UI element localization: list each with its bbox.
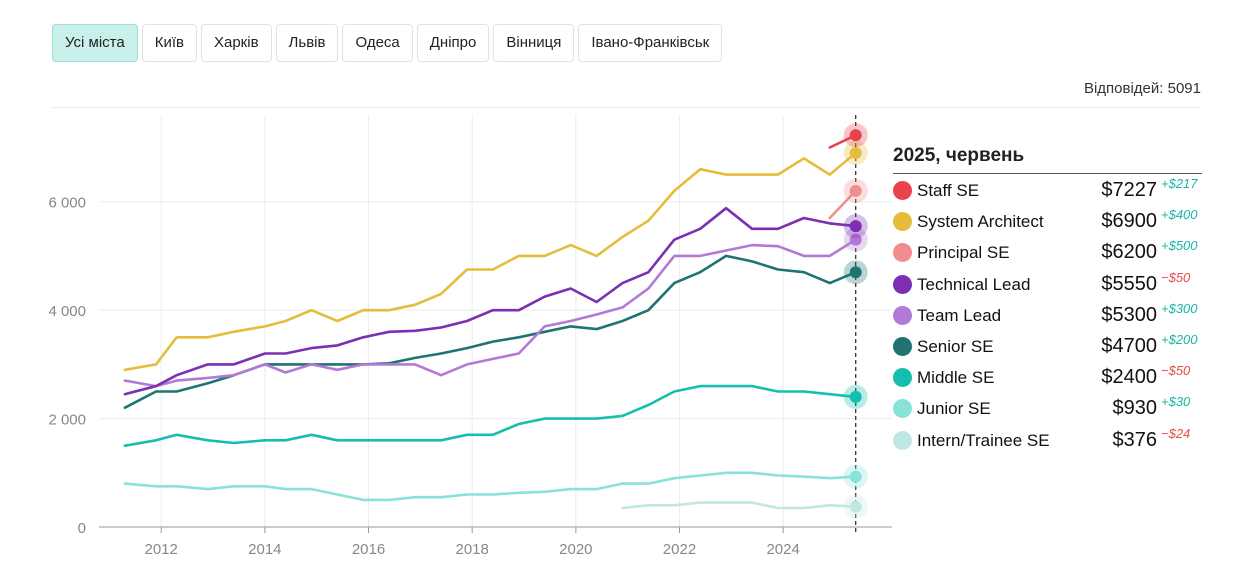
legend-value: $7227 bbox=[1101, 179, 1157, 201]
x-tick-label: 2018 bbox=[455, 541, 488, 558]
legend-name: Principal SE bbox=[917, 243, 1010, 263]
legend-row: Team Lead $5300 +$300 bbox=[893, 299, 1202, 330]
legend-row: Intern/Trainee SE $376 −$24 bbox=[893, 424, 1202, 455]
legend-delta: +$300 bbox=[1161, 300, 1198, 316]
x-tick-label: 2016 bbox=[352, 541, 385, 558]
y-tick-label: 4 000 bbox=[48, 303, 86, 320]
legend-row: Technical Lead $5550 −$50 bbox=[893, 268, 1202, 299]
legend-delta: +$500 bbox=[1161, 238, 1198, 254]
endpoint-dot bbox=[849, 146, 862, 159]
tab-ivano-frankivsk[interactable]: Івано-Франківськ bbox=[578, 24, 723, 62]
legend-color-dot bbox=[893, 399, 912, 419]
x-tick-label: 2020 bbox=[559, 541, 592, 558]
legend-value: $5550 bbox=[1101, 272, 1157, 295]
legend-value: $376 bbox=[1112, 428, 1158, 451]
tab-odesa[interactable]: Одеса bbox=[342, 24, 413, 62]
legend-color-dot bbox=[893, 368, 912, 388]
legend-value: $930 bbox=[1112, 397, 1158, 420]
series-line-junior-se bbox=[123, 471, 858, 502]
legend-color-dot bbox=[893, 336, 912, 356]
legend-color-dot bbox=[893, 243, 912, 263]
series-line-intern-trainee-se bbox=[621, 501, 858, 510]
x-tick-label: 2012 bbox=[145, 541, 178, 558]
legend-name: Intern/Trainee SE bbox=[917, 430, 1050, 450]
tab-dnipro[interactable]: Дніпро bbox=[416, 24, 490, 62]
legend-delta: +$30 bbox=[1161, 394, 1191, 410]
x-tick-label: 2014 bbox=[248, 541, 281, 558]
endpoint-dot bbox=[849, 220, 862, 233]
legend-name: Staff SE bbox=[917, 181, 980, 200]
header-divider bbox=[52, 107, 1201, 108]
legend-name: Middle SE bbox=[917, 368, 995, 388]
legend-row: Staff SE $7227 +$217 bbox=[893, 174, 1202, 205]
legend-color-dot bbox=[893, 305, 912, 325]
legend-list: Staff SE $7227 +$217 System Architect $6900 +… bbox=[893, 174, 1202, 455]
legend-row: Junior SE $930 +$30 bbox=[893, 392, 1202, 423]
endpoint-dot bbox=[849, 233, 862, 246]
legend-name: Senior SE bbox=[917, 336, 994, 356]
legend-value: $5300 bbox=[1101, 303, 1157, 326]
legend-value: $6200 bbox=[1101, 241, 1157, 264]
legend-row: Principal SE $6200 +$500 bbox=[893, 236, 1202, 267]
legend-name: Junior SE bbox=[917, 399, 991, 419]
legend-name: Technical Lead bbox=[917, 274, 1031, 294]
responses-count: Відповідей: 5091 bbox=[1083, 80, 1201, 97]
endpoint-dot bbox=[849, 184, 862, 197]
series-line-team-lead bbox=[123, 238, 858, 388]
value-panel: 2025, червень Staff SE $7227 +$217 System A… bbox=[893, 145, 1202, 455]
y-tick-label: 0 bbox=[78, 520, 86, 537]
endpoint-dot bbox=[849, 266, 862, 279]
tab-vinnytsia[interactable]: Вінниця bbox=[493, 24, 575, 62]
endpoint-dot bbox=[849, 129, 862, 142]
y-tick-label: 2 000 bbox=[48, 412, 86, 429]
legend-name: Team Lead bbox=[917, 305, 1002, 325]
series-line-technical-lead bbox=[123, 206, 858, 396]
city-filter-tabs: Усі міста Київ Харків Львів Одеса Дніпро… bbox=[52, 24, 726, 62]
series-line-principal-se bbox=[828, 189, 858, 220]
endpoint-dot bbox=[849, 470, 862, 483]
panel-title: 2025, червень bbox=[893, 145, 1202, 174]
legend-value: $2400 bbox=[1101, 366, 1157, 389]
legend-name: System Architect bbox=[917, 212, 1044, 232]
legend-delta: +$217 bbox=[1161, 176, 1198, 191]
legend-value: $4700 bbox=[1101, 334, 1157, 357]
legend-delta: −$50 bbox=[1161, 363, 1191, 379]
legend-color-dot bbox=[893, 430, 912, 450]
legend-delta: +$200 bbox=[1161, 331, 1198, 347]
legend-row: Middle SE $2400 −$50 bbox=[893, 361, 1202, 392]
legend-row: Senior SE $4700 +$200 bbox=[893, 330, 1202, 361]
legend-delta: −$24 bbox=[1161, 425, 1191, 441]
tab-kyiv[interactable]: Київ bbox=[141, 24, 197, 62]
legend-color-dot bbox=[893, 274, 912, 294]
x-tick-label: 2022 bbox=[663, 541, 696, 558]
x-tick-label: 2024 bbox=[766, 541, 799, 558]
series-line-system-architect bbox=[123, 151, 858, 372]
legend-row: System Architect $6900 +$400 bbox=[893, 205, 1202, 236]
tab-all-cities[interactable]: Усі міста bbox=[52, 24, 138, 62]
legend-delta: +$400 bbox=[1161, 207, 1198, 223]
endpoint-dot bbox=[849, 390, 862, 403]
legend-delta: −$50 bbox=[1161, 269, 1191, 285]
legend-color-dot bbox=[893, 212, 912, 232]
y-tick-label: 6 000 bbox=[48, 195, 86, 212]
series-line-middle-se bbox=[123, 384, 858, 448]
endpoint-dot bbox=[849, 500, 862, 513]
tab-lviv[interactable]: Львів bbox=[275, 24, 339, 62]
legend-value: $6900 bbox=[1101, 210, 1157, 233]
tab-kharkiv[interactable]: Харків bbox=[200, 24, 272, 62]
legend-color-dot bbox=[893, 181, 912, 200]
